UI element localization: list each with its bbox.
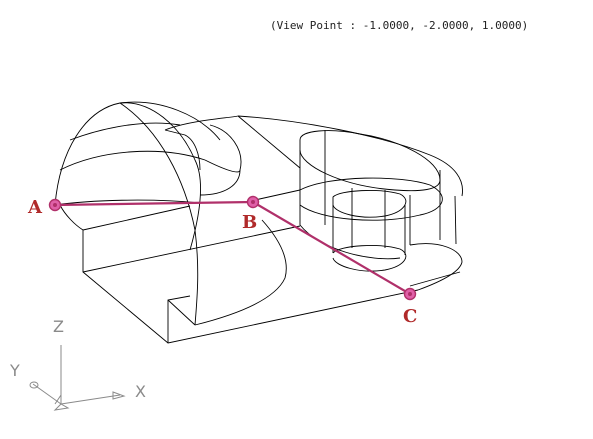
dome-wireframe [54,101,287,326]
measure-path: A B C [27,195,417,327]
point-marker-c[interactable] [403,287,417,301]
ucs-z-label: Z [53,317,64,336]
view-point-readout: (View Point : -1.0000, -2.0000, 1.0000) [270,19,529,32]
point-label-c: C [403,306,417,327]
point-marker-b[interactable] [246,195,260,209]
ucs-icon: Z Y X [9,317,146,411]
point-label-a: A [27,197,43,218]
boss-wireframe [237,115,463,291]
ucs-y-label: Y [9,361,20,380]
ucs-x-label: X [135,382,146,401]
base-block-wireframe [82,115,461,344]
point-marker-a[interactable] [48,198,62,212]
point-label-b: B [242,212,257,233]
